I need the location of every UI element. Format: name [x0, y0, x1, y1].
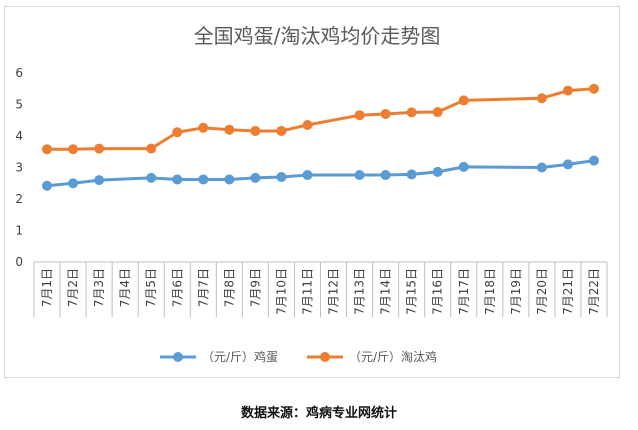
x-tick-label: 7月5日 [144, 268, 158, 307]
x-tick-label: 7月11日 [300, 268, 314, 315]
x-tick-label: 7月9日 [248, 268, 262, 307]
data-point-2 [536, 93, 547, 104]
data-point-2 [276, 125, 287, 136]
legend-label-1: （元/斤）鸡蛋 [202, 349, 278, 364]
legend-marker-1 [173, 352, 183, 362]
x-tick-label: 7月14日 [379, 268, 393, 315]
x-tick-label: 7月16日 [431, 268, 445, 315]
chart-frame: 全国鸡蛋/淘汰鸡均价走势图 0 1 2 3 4 5 6 7月1日 7月2日 7月3日 7月4日 7月5… [4, 6, 620, 378]
x-tick-label: 7月17日 [457, 268, 471, 315]
x-tick-label: 7月4日 [118, 268, 132, 307]
data-point-1 [354, 170, 365, 181]
data-point-1 [562, 159, 573, 170]
x-tick-label: 7月7日 [196, 268, 210, 307]
x-tick-label: 7月20日 [535, 268, 549, 315]
y-tick-label: 3 [15, 161, 23, 175]
y-tick-label: 0 [15, 255, 23, 269]
data-point-1 [458, 161, 469, 172]
data-point-1 [588, 155, 599, 166]
x-tick-label: 7月10日 [274, 268, 288, 315]
data-point-1 [172, 174, 183, 185]
data-point-2 [198, 122, 209, 133]
y-tick-label: 6 [15, 66, 23, 80]
data-point-2 [172, 127, 183, 138]
axes: 0 1 2 3 4 5 6 7月1日 7月2日 7月3日 7月4日 7月5日 7月6日 7月7日 7月8日 7… [15, 66, 608, 317]
chart-title: 全国鸡蛋/淘汰鸡均价走势图 [194, 24, 441, 48]
data-point-1 [198, 174, 209, 185]
data-point-1 [276, 171, 287, 182]
line-chart: 全国鸡蛋/淘汰鸡均价走势图 0 1 2 3 4 5 6 7月1日 7月2日 7月3日 7月4日 7月5… [15, 24, 608, 364]
data-point-2 [406, 107, 417, 118]
data-point-1 [302, 170, 313, 181]
y-tick-label: 1 [15, 224, 23, 238]
data-point-2 [354, 110, 365, 121]
x-tick-label: 7月6日 [170, 268, 184, 307]
y-tick-label: 4 [15, 129, 23, 143]
x-tick-label: 7月1日 [40, 268, 54, 307]
y-tick-label: 5 [15, 98, 23, 112]
x-tick-label: 7月22日 [587, 268, 601, 315]
data-point-1 [406, 169, 417, 180]
data-point-1 [380, 170, 391, 181]
data-point-2 [380, 108, 391, 119]
x-tick-label: 7月19日 [509, 268, 523, 315]
data-point-1 [94, 175, 105, 186]
data-point-2 [250, 125, 261, 136]
data-point-2 [224, 124, 235, 135]
data-point-1 [68, 178, 79, 189]
data-point-2 [68, 144, 79, 155]
data-source-note: 数据来源：鸡病专业网统计 [240, 406, 397, 421]
data-point-2 [94, 143, 105, 154]
x-tick-label: 7月2日 [66, 268, 80, 307]
series-line-1 [46, 159, 595, 188]
legend-label-2: （元/斤）淘汰鸡 [349, 349, 437, 364]
x-tick-label: 7月18日 [483, 268, 497, 315]
data-point-1 [432, 166, 443, 177]
legend-marker-2 [320, 352, 330, 362]
x-tick-label: 7月15日 [405, 268, 419, 315]
x-tick-label: 7月13日 [353, 268, 367, 315]
data-point-1 [224, 174, 235, 185]
data-point-2 [302, 119, 313, 130]
data-point-2 [588, 83, 599, 94]
data-point-1 [536, 162, 547, 173]
x-tick-label: 7月3日 [92, 268, 106, 307]
data-point-2 [458, 95, 469, 106]
data-point-2 [562, 85, 573, 96]
data-point-1 [250, 172, 261, 183]
x-tick-label: 7月8日 [222, 268, 236, 307]
data-point-2 [432, 107, 443, 118]
data-point-1 [42, 180, 53, 191]
legend: （元/斤）鸡蛋 （元/斤）淘汰鸡 [160, 349, 437, 364]
y-tick-label: 2 [15, 192, 23, 206]
series-line-2 [47, 87, 595, 151]
data-point-2 [146, 143, 157, 154]
x-tick-label: 7月12日 [327, 268, 341, 315]
data-point-2 [42, 144, 53, 155]
data-point-1 [146, 172, 157, 183]
x-tick-label: 7月21日 [561, 268, 575, 315]
series-layer [42, 83, 599, 191]
